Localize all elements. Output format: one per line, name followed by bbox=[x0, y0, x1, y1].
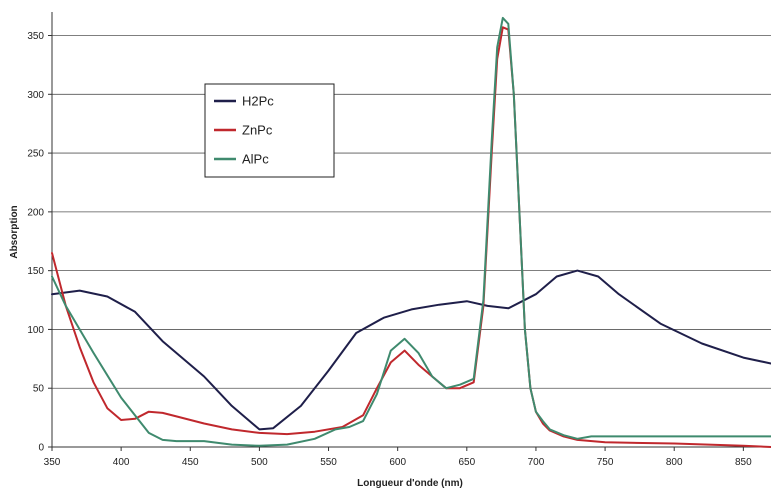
x-tick-label: 650 bbox=[458, 457, 475, 468]
x-tick-label: 450 bbox=[182, 457, 199, 468]
gridlines bbox=[48, 35, 771, 448]
series-line-alpc bbox=[51, 16, 771, 447]
axes bbox=[51, 12, 771, 451]
x-tick-label: 750 bbox=[597, 457, 614, 468]
series-line-h2pc bbox=[51, 269, 771, 431]
legend-label-znpc: ZnPc bbox=[242, 123, 273, 138]
y-tick-label: 300 bbox=[27, 90, 44, 101]
x-tick-labels: 350 400 450 500 550 600 650 700 750 800 850 bbox=[44, 457, 752, 468]
y-tick-label: 250 bbox=[27, 149, 44, 160]
x-tick-label: 550 bbox=[320, 457, 337, 468]
y-tick-label: 350 bbox=[27, 31, 44, 42]
x-tick-label: 700 bbox=[528, 457, 545, 468]
y-tick-label: 150 bbox=[27, 266, 44, 277]
y-axis-title: Absorption bbox=[9, 205, 20, 258]
legend-label-alpc: AlPc bbox=[242, 152, 269, 167]
y-tick-labels: 0 50 100 150 200 250 300 350 bbox=[27, 31, 44, 453]
series-lines bbox=[51, 16, 771, 448]
x-tick-label: 600 bbox=[389, 457, 406, 468]
y-tick-label: 200 bbox=[27, 207, 44, 218]
x-tick-label: 400 bbox=[113, 457, 130, 468]
y-tick-label: 50 bbox=[33, 384, 45, 395]
y-tick-label: 100 bbox=[27, 325, 44, 336]
y-tick-label: 0 bbox=[38, 443, 44, 454]
x-tick-label: 500 bbox=[251, 457, 268, 468]
x-tick-label: 800 bbox=[666, 457, 683, 468]
x-axis-title: Longueur d'onde (nm) bbox=[357, 478, 463, 489]
x-tick-label: 850 bbox=[735, 457, 752, 468]
legend: H2Pc ZnPc AlPc bbox=[204, 83, 335, 178]
legend-label-h2pc: H2Pc bbox=[242, 94, 274, 109]
x-tick-label: 350 bbox=[44, 457, 61, 468]
